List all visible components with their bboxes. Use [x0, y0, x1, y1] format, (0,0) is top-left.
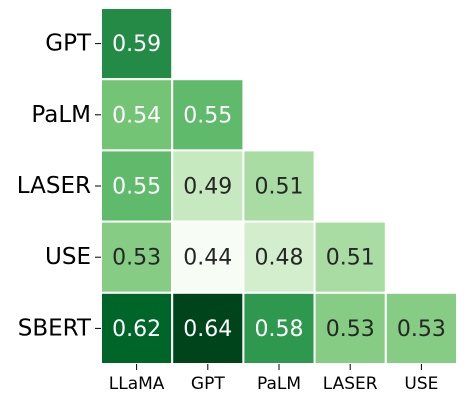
- y-tick-label: GPT: [45, 31, 92, 57]
- heatmap-cell: [171, 291, 245, 365]
- x-tick-label: LASER: [323, 374, 378, 394]
- x-tick-label: GPT: [191, 374, 225, 394]
- cell-value-label: 0.51: [255, 175, 304, 200]
- y-tick-label: PaLM: [31, 102, 91, 128]
- cell-value-label: 0.53: [397, 317, 446, 342]
- cell-value-label: 0.58: [255, 317, 304, 342]
- y-axis: GPT PaLM LASER USE SBERT: [17, 31, 101, 341]
- y-tick-label: LASER: [17, 173, 91, 199]
- cell-value-label: 0.62: [112, 317, 161, 342]
- cell-value-label: 0.55: [112, 175, 161, 200]
- cell-value-label: 0.49: [183, 175, 232, 200]
- y-tick-label: SBERT: [18, 315, 92, 341]
- x-tick-label: LLaMA: [109, 374, 165, 394]
- cell-value-label: 0.53: [326, 317, 375, 342]
- x-tick-label: PaLM: [257, 374, 301, 394]
- x-axis: LLaMA GPT PaLM LASER USE: [109, 364, 438, 394]
- cell-value-label: 0.55: [183, 103, 232, 128]
- cell-value-label: 0.64: [183, 317, 232, 342]
- cell-value-label: 0.48: [255, 246, 304, 271]
- cell-value-label: 0.51: [326, 246, 375, 271]
- heatmap-cell: [100, 78, 174, 152]
- heatmap-cell: [313, 291, 387, 365]
- heatmap-cell: [313, 220, 387, 294]
- cell-value-label: 0.53: [112, 246, 161, 271]
- heatmap-cell: [171, 220, 245, 294]
- x-tick-label: USE: [404, 374, 438, 394]
- heatmap-cell: [242, 149, 316, 223]
- cell-value-label: 0.54: [112, 103, 161, 128]
- heatmap-cells: 0.59 0.54 0.55 0.55 0.49 0.51 0.53 0.44 0.48 0.51…: [100, 7, 458, 365]
- cell-value-label: 0.59: [112, 32, 161, 57]
- y-tick-label: USE: [45, 244, 91, 270]
- cell-value-label: 0.44: [183, 246, 232, 271]
